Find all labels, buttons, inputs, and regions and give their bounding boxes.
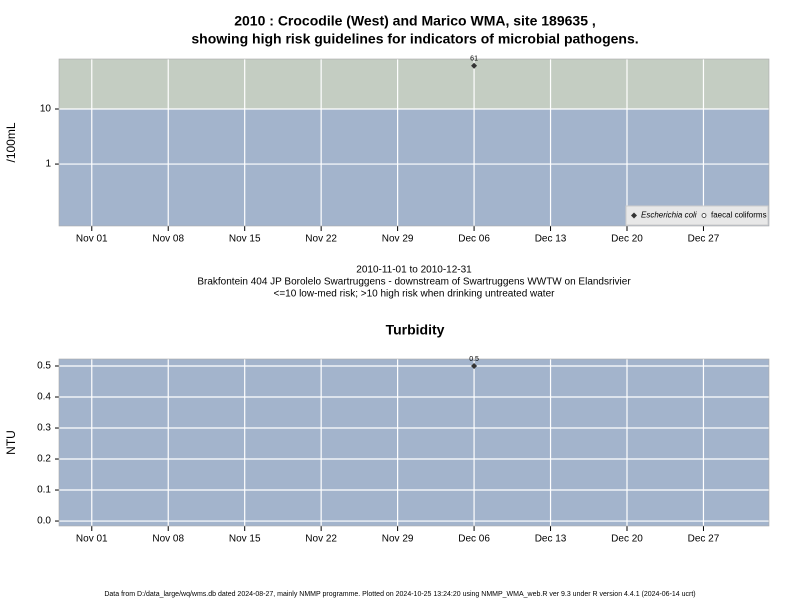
chart-title: 2010 : Crocodile (West) and Marico WMA, … — [234, 13, 596, 29]
x-tick-label: Nov 22 — [305, 234, 337, 245]
caption: 2010-11-01 to 2010-12-31 — [356, 265, 472, 276]
data-label: 0.5 — [469, 356, 479, 363]
legend — [625, 205, 769, 226]
x-tick-label: Nov 01 — [76, 234, 108, 245]
x-tick-label: Nov 01 — [76, 534, 108, 545]
caption: <=10 low-med risk; >10 high risk when dr… — [274, 289, 556, 300]
x-tick-label: Dec 13 — [535, 534, 567, 545]
data-label: 61 — [470, 56, 478, 63]
x-tick-label: Dec 20 — [611, 234, 643, 245]
plot-frame — [58, 358, 770, 527]
x-tick-label: Nov 15 — [229, 534, 261, 545]
y-tick-label: 0.5 — [37, 361, 51, 372]
footer: Data from D:/data_large/wq/wms.db dated … — [104, 591, 695, 598]
x-tick-label: Dec 20 — [611, 534, 643, 545]
x-tick-label: Dec 06 — [458, 534, 490, 545]
y-tick-label: 0.2 — [37, 454, 51, 465]
x-tick-label: Nov 29 — [382, 534, 414, 545]
legend-marker — [701, 213, 707, 218]
legend-label: Escherichia coli — [641, 211, 697, 220]
x-tick-label: Dec 27 — [688, 234, 720, 245]
x-tick-label: Dec 06 — [458, 234, 490, 245]
x-tick-label: Nov 22 — [305, 534, 337, 545]
y-axis-label: NTU — [4, 430, 18, 455]
x-tick-label: Dec 27 — [688, 534, 720, 545]
high-risk-band — [59, 59, 769, 110]
point — [471, 62, 478, 69]
legend-marker — [631, 212, 637, 219]
y-tick-label: 0.1 — [37, 485, 51, 496]
chart-title: Turbidity — [386, 322, 445, 338]
y-tick-label: 0.0 — [37, 516, 51, 527]
x-tick-label: Nov 29 — [382, 234, 414, 245]
y-tick-label: 0.4 — [37, 392, 51, 403]
x-tick-label: Nov 08 — [152, 234, 184, 245]
x-tick-label: Nov 15 — [229, 234, 261, 245]
y-axis-label: /100mL — [4, 122, 18, 162]
point — [471, 363, 478, 370]
plot-frame — [58, 58, 770, 227]
plot-background — [59, 359, 769, 526]
x-tick-label: Nov 08 — [152, 534, 184, 545]
y-tick-label: 1 — [45, 159, 51, 170]
y-tick-label: 0.3 — [37, 423, 51, 434]
legend-label: faecal coliforms — [711, 211, 767, 220]
chart-title: showing high risk guidelines for indicat… — [191, 31, 638, 47]
x-tick-label: Dec 13 — [535, 234, 567, 245]
caption: Brakfontein 404 JP Borolelo Swartruggens… — [197, 277, 631, 288]
y-tick-label: 10 — [40, 104, 52, 115]
